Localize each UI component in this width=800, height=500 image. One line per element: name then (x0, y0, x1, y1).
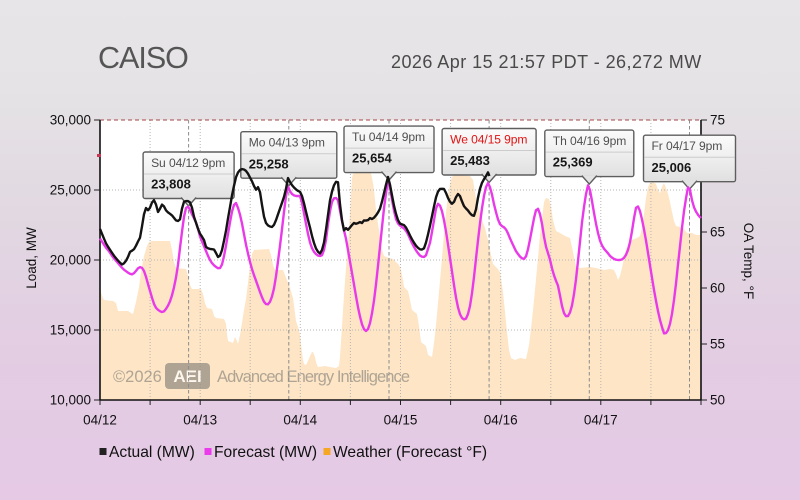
svg-text:30,000: 30,000 (50, 113, 91, 128)
svg-text:Forecast (MW): Forecast (MW) (214, 444, 317, 461)
svg-text:25,654: 25,654 (352, 151, 393, 166)
svg-text:20,000: 20,000 (50, 253, 91, 268)
svg-text:Su 04/12 9pm: Su 04/12 9pm (151, 156, 225, 170)
svg-text:50: 50 (710, 393, 725, 408)
svg-text:75: 75 (710, 113, 725, 128)
svg-text:65: 65 (710, 225, 725, 240)
svg-text:25,258: 25,258 (249, 156, 289, 171)
svg-text:55: 55 (710, 337, 725, 352)
svg-text:Fr 04/17 9pm: Fr 04/17 9pm (652, 139, 723, 153)
svg-text:15,000: 15,000 (50, 323, 91, 338)
svg-text:04/14: 04/14 (283, 413, 317, 428)
svg-text:04/12: 04/12 (83, 413, 117, 428)
svg-text:Mo 04/13 9pm: Mo 04/13 9pm (249, 136, 325, 150)
svg-text:AEI: AEI (173, 367, 201, 386)
svg-text:Th 04/16 9pm: Th 04/16 9pm (553, 134, 626, 148)
svg-text:Weather (Forecast °F): Weather (Forecast °F) (333, 444, 487, 461)
svg-text:25,483: 25,483 (450, 153, 490, 168)
svg-text:25,006: 25,006 (652, 160, 692, 175)
svg-text:Load, MW: Load, MW (24, 227, 39, 289)
svg-text:25,369: 25,369 (553, 155, 593, 170)
svg-text:We 04/15 9pm: We 04/15 9pm (450, 132, 527, 146)
svg-text:60: 60 (710, 281, 725, 296)
svg-text:04/16: 04/16 (484, 413, 518, 428)
svg-text:04/13: 04/13 (183, 413, 217, 428)
svg-text:23,808: 23,808 (151, 177, 191, 192)
svg-text:Advanced Energy Intelligence: Advanced Energy Intelligence (217, 368, 410, 386)
svg-text:©2026: ©2026 (113, 368, 162, 386)
svg-text:Actual (MW): Actual (MW) (109, 444, 195, 461)
svg-text:04/15: 04/15 (384, 413, 418, 428)
svg-text:OA Temp, °F: OA Temp, °F (741, 223, 756, 299)
svg-text:2026 Apr 15 21:57 PDT - 26,272: 2026 Apr 15 21:57 PDT - 26,272 MW (391, 52, 702, 72)
svg-text:04/17: 04/17 (584, 413, 618, 428)
svg-text:25,000: 25,000 (50, 183, 91, 198)
svg-text:10,000: 10,000 (50, 393, 91, 408)
svg-text:CAISO: CAISO (98, 41, 188, 75)
svg-text:Tu 04/14 9pm: Tu 04/14 9pm (352, 130, 425, 144)
